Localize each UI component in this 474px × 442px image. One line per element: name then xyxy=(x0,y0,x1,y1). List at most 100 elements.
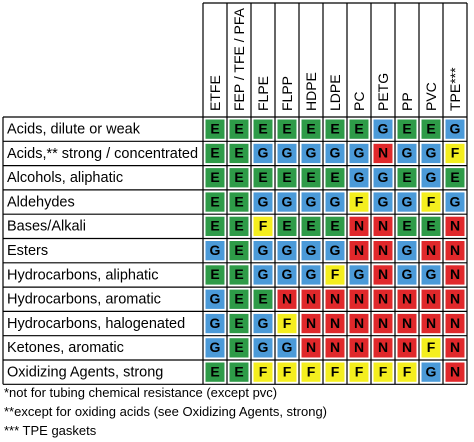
row-label: Hydrocarbons, aliphatic xyxy=(7,267,159,283)
rating-label: G xyxy=(258,242,269,258)
column-header: HDPE xyxy=(303,72,319,111)
rating-label: G xyxy=(402,193,413,209)
rating-cell xyxy=(445,289,465,309)
rating-label: N xyxy=(450,339,460,355)
rating-cell xyxy=(397,313,417,334)
rating-cell xyxy=(373,119,393,139)
rating-label: G xyxy=(210,290,221,306)
rating-label: G xyxy=(258,339,269,355)
rating-cell xyxy=(253,289,273,309)
rating-label: E xyxy=(354,120,363,136)
rating-label: E xyxy=(402,120,411,136)
rating-cell xyxy=(421,265,441,285)
rating-cell xyxy=(421,143,441,164)
rating-label: G xyxy=(282,242,293,258)
row-label: Aldehydes xyxy=(7,194,75,210)
rating-label: E xyxy=(210,218,219,234)
rating-label: E xyxy=(210,266,219,282)
rating-cell xyxy=(325,241,345,261)
rating-cell xyxy=(253,216,273,236)
rating-cell xyxy=(373,143,393,164)
rating-label: F xyxy=(427,193,436,209)
rating-cell xyxy=(373,265,393,285)
rating-label: E xyxy=(234,290,243,306)
row-label: Hydrocarbons, aromatic xyxy=(7,292,161,308)
column-header: FEP / TFE / PFA xyxy=(231,7,247,111)
rating-cell xyxy=(229,265,249,285)
rating-label: N xyxy=(426,242,436,258)
rating-label: N xyxy=(402,290,412,306)
rating-cell xyxy=(373,289,393,309)
rating-label: F xyxy=(355,363,364,379)
rating-label: E xyxy=(234,120,243,136)
rating-cell xyxy=(301,119,321,139)
rating-cell xyxy=(205,289,225,309)
rating-label: E xyxy=(234,363,243,379)
rating-cell xyxy=(205,168,225,188)
rating-cell xyxy=(421,362,441,382)
rating-label: E xyxy=(258,120,267,136)
rating-cell xyxy=(253,192,273,212)
rating-label: G xyxy=(354,169,365,185)
rating-cell xyxy=(301,338,321,358)
rating-cell xyxy=(229,216,249,236)
rating-cell xyxy=(301,241,321,261)
rating-cell xyxy=(421,168,441,188)
rating-cell xyxy=(421,313,441,334)
rating-cell xyxy=(205,362,225,382)
rating-cell xyxy=(205,192,225,212)
rating-cell xyxy=(229,143,249,164)
rating-cell xyxy=(277,289,297,309)
rating-label: G xyxy=(450,120,461,136)
column-header: PC xyxy=(351,92,367,111)
rating-label: G xyxy=(330,193,341,209)
rating-label: G xyxy=(306,242,317,258)
rating-label: N xyxy=(306,290,316,306)
rating-cell xyxy=(397,289,417,309)
rating-label: G xyxy=(426,266,437,282)
rating-label: E xyxy=(258,169,267,185)
rating-label: E xyxy=(210,193,219,209)
rating-cell xyxy=(349,362,369,382)
rating-label: E xyxy=(450,169,459,185)
rating-cell xyxy=(229,168,249,188)
rating-label: G xyxy=(282,339,293,355)
rating-label: N xyxy=(450,266,460,282)
rating-label: N xyxy=(330,290,340,306)
rating-label: N xyxy=(330,315,340,331)
rating-label: N xyxy=(450,315,460,331)
rating-label: N xyxy=(402,315,412,331)
rating-label: N xyxy=(426,290,436,306)
rating-cell xyxy=(229,289,249,309)
rating-label: G xyxy=(306,145,317,161)
rating-label: N xyxy=(354,315,364,331)
rating-label: G xyxy=(402,266,413,282)
rating-cell xyxy=(229,362,249,382)
rating-cell xyxy=(349,289,369,309)
row-label: Oxidizing Agents, strong xyxy=(7,364,163,380)
rating-label: E xyxy=(282,120,291,136)
rating-cell xyxy=(301,168,321,188)
row-label: Alcohols, aliphatic xyxy=(7,170,123,186)
rating-cell xyxy=(325,216,345,236)
rating-label: F xyxy=(259,218,268,234)
rating-cell xyxy=(229,241,249,261)
rating-label: N xyxy=(354,218,364,234)
rating-label: E xyxy=(306,218,315,234)
rating-label: E xyxy=(234,169,243,185)
rating-cell xyxy=(205,216,225,236)
rating-cell xyxy=(349,168,369,188)
rating-cell xyxy=(325,168,345,188)
rating-cell xyxy=(229,119,249,139)
row-label: Ketones, aromatic xyxy=(7,340,124,356)
rating-label: N xyxy=(378,145,388,161)
rating-label: G xyxy=(282,193,293,209)
rating-cell xyxy=(373,168,393,188)
rating-label: G xyxy=(402,242,413,258)
rating-label: N xyxy=(330,339,340,355)
column-header: FLPP xyxy=(279,76,295,111)
rating-label: E xyxy=(306,169,315,185)
rating-cell xyxy=(325,362,345,382)
row-label: Acids, dilute or weak xyxy=(7,121,141,137)
rating-cell xyxy=(445,216,465,236)
